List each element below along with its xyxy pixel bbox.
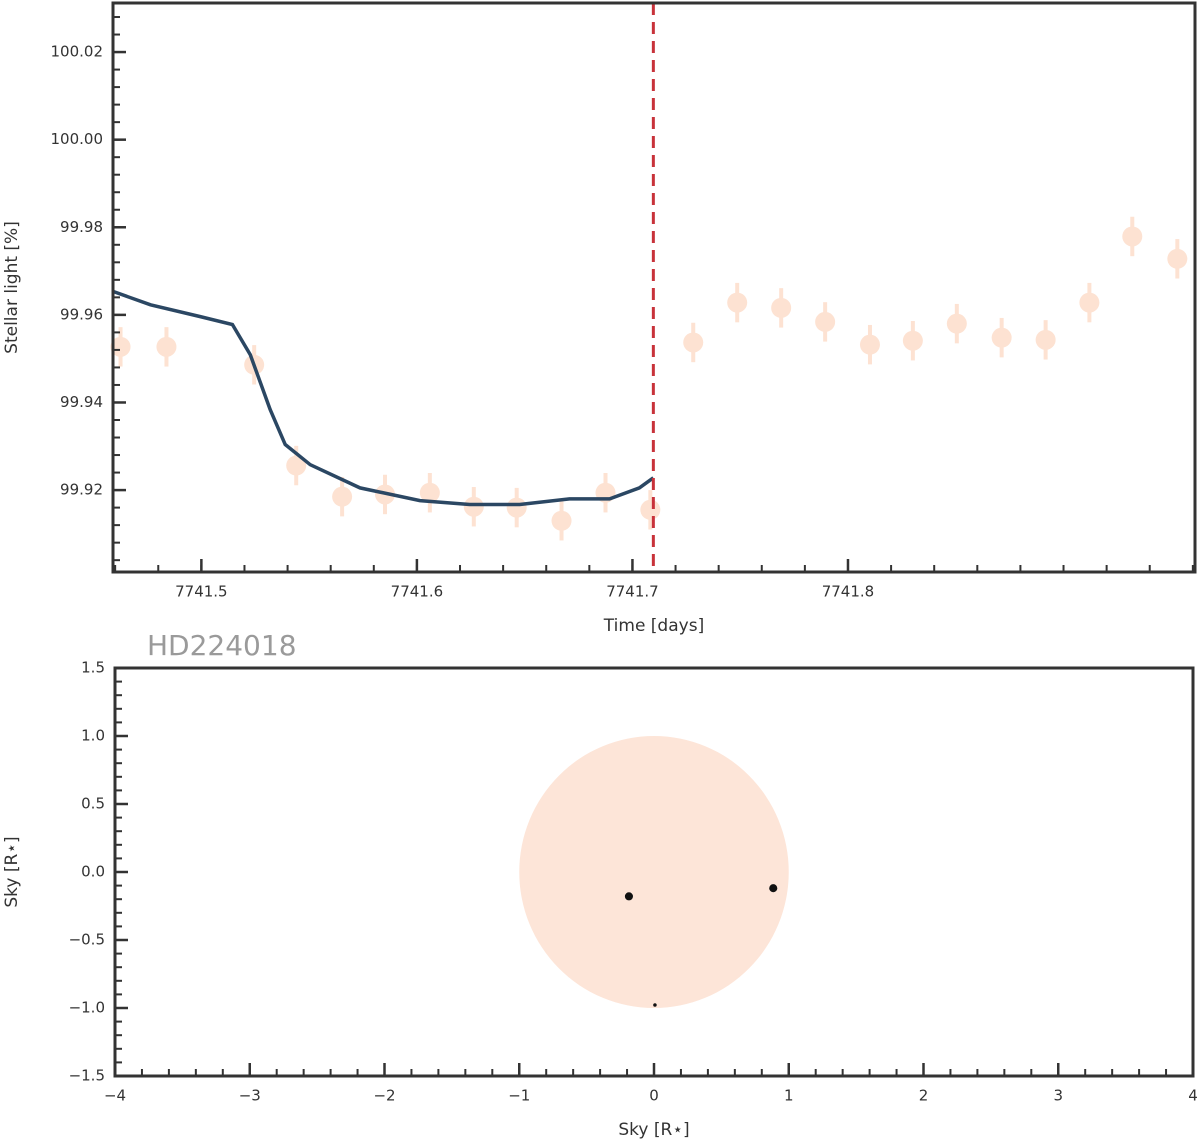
y-tick-label: −1.0	[69, 999, 105, 1017]
x-tick-label: 4	[1188, 1087, 1198, 1105]
data-point	[1122, 226, 1143, 247]
y-axis-label: Sky [R⋆]	[2, 836, 22, 907]
x-tick-label: −3	[239, 1087, 261, 1105]
model-line	[113, 290, 655, 507]
y-tick-label: 100.00	[51, 130, 104, 148]
x-tick-label: 0	[649, 1087, 659, 1105]
y-tick-label: 99.94	[60, 393, 103, 411]
x-tick-label: 3	[1053, 1087, 1063, 1105]
x-axis-label: Time [days]	[603, 616, 704, 636]
data-point	[859, 334, 880, 355]
data-point	[463, 496, 484, 517]
chart-title: HD224018	[147, 629, 297, 662]
planet	[769, 884, 778, 893]
y-tick-label: −0.5	[69, 931, 105, 949]
y-tick-label: 0.0	[81, 863, 105, 881]
x-tick-label: −1	[508, 1087, 530, 1105]
data-point	[419, 482, 440, 503]
data-point	[506, 497, 527, 518]
data-point	[727, 292, 748, 313]
data-point	[946, 313, 967, 334]
data-point	[110, 336, 131, 357]
y-tick-label: 99.96	[60, 305, 103, 323]
x-tick-label: 2	[919, 1087, 929, 1105]
data-point	[815, 311, 836, 332]
x-tick-label: 7741.5	[175, 583, 228, 601]
y-axis-label: Stellar light [%]	[2, 221, 22, 354]
data-point	[551, 510, 572, 531]
data-point	[1079, 292, 1100, 313]
axes-frame	[111, 1, 1197, 574]
x-axis-label: Sky [R⋆]	[618, 1120, 689, 1140]
x-tick-label: 1	[784, 1087, 794, 1105]
axes-frame	[113, 666, 1195, 1078]
y-tick-label: 99.92	[60, 481, 103, 499]
data-point	[332, 486, 353, 507]
data-point	[683, 332, 704, 353]
data-point	[1035, 329, 1056, 350]
x-tick-label: 7741.7	[606, 583, 659, 601]
x-tick-label: 7741.6	[391, 583, 444, 601]
data-point	[640, 499, 661, 520]
y-tick-label: −1.5	[69, 1067, 105, 1085]
data-point	[286, 455, 307, 476]
y-tick-label: 100.02	[51, 43, 104, 61]
data-point	[771, 297, 792, 318]
x-tick-label: 7741.8	[822, 583, 875, 601]
x-tick-label: −4	[104, 1087, 126, 1105]
x-tick-label: −2	[373, 1087, 395, 1105]
planet	[624, 892, 633, 901]
data-point	[902, 330, 923, 351]
y-tick-label: 1.0	[81, 727, 105, 745]
y-tick-label: 99.98	[60, 218, 103, 236]
data-point	[156, 336, 177, 357]
star	[519, 736, 789, 1008]
y-tick-label: 0.5	[81, 795, 105, 813]
data-point	[991, 327, 1012, 348]
data-point	[1167, 248, 1188, 269]
y-tick-label: 1.5	[81, 659, 105, 677]
planet	[653, 1003, 657, 1007]
